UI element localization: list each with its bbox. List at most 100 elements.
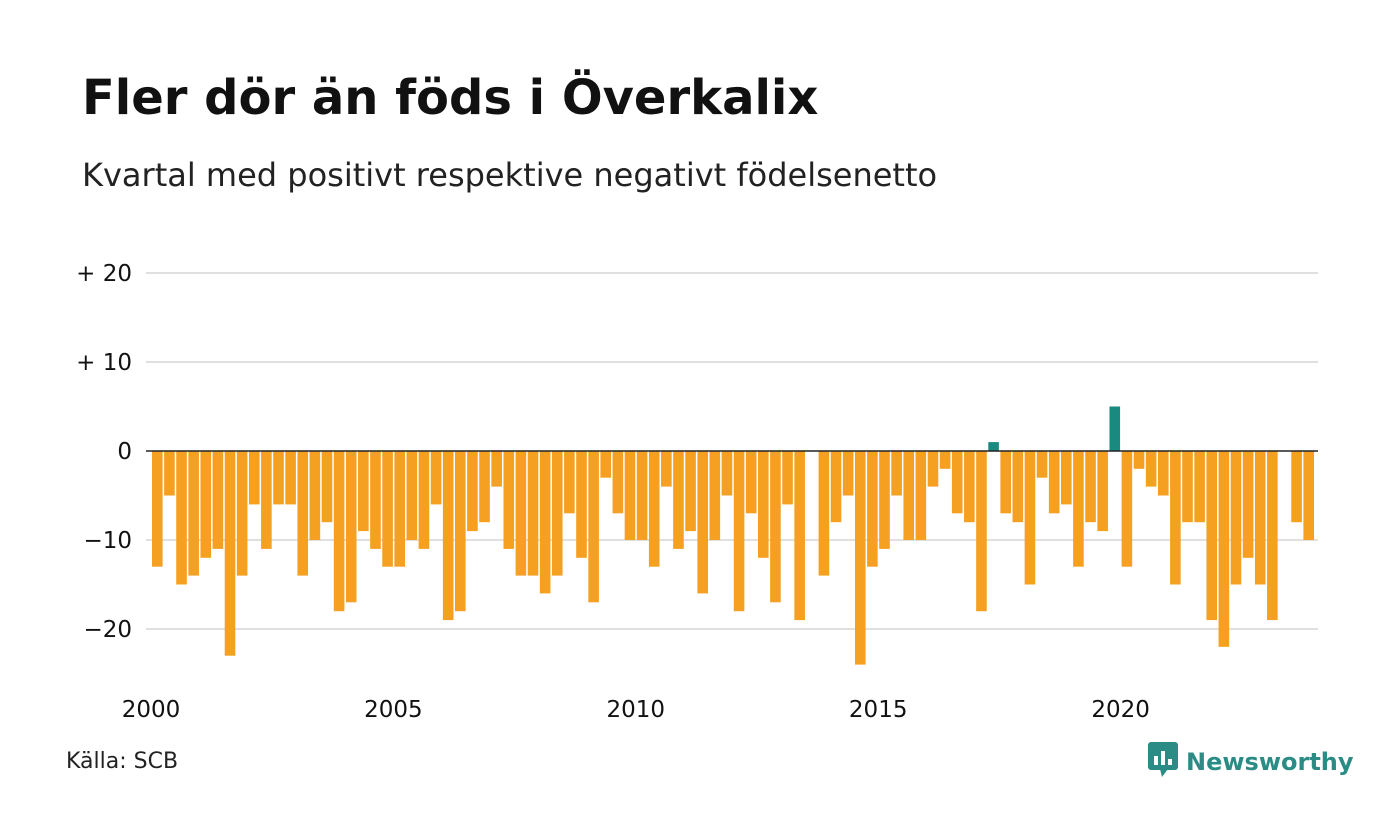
bar: 2001 K2: -11 xyxy=(212,451,224,549)
bar: 2002 K3: -6 xyxy=(273,451,284,505)
bar: 2017 K2: 1 xyxy=(988,442,999,451)
x-tick-label: 2010 xyxy=(607,697,666,723)
bar: 2020 K2: -2 xyxy=(1133,451,1145,469)
x-tick-label: 2000 xyxy=(122,697,181,723)
brand-name: Newsworthy xyxy=(1186,748,1354,776)
bar: 2004 K1: -17 xyxy=(345,451,357,603)
bar: 2020 K1: -13 xyxy=(1121,451,1133,567)
x-tick-label: 2020 xyxy=(1091,697,1150,723)
bar: 2016 K3: -7 xyxy=(951,451,963,514)
bar: 2014 K4: -13 xyxy=(867,451,878,567)
brand-logo[interactable]: Newsworthy xyxy=(1148,742,1354,782)
chart-subtitle: Kvartal med positivt respektive negativt… xyxy=(82,156,938,194)
bar: 2013 K1: -6 xyxy=(782,451,793,505)
bar: 2020 K3: -4 xyxy=(1145,451,1157,487)
bar: 2003 K4: -18 xyxy=(333,451,345,612)
bar: 2001 K4: -14 xyxy=(236,451,248,576)
bar: 2011 K2: -16 xyxy=(697,451,708,594)
bar: 2006 K3: -9 xyxy=(467,451,478,532)
bar: 2005 K1: -13 xyxy=(394,451,405,567)
bar: 2012 K4: -17 xyxy=(770,451,781,603)
bar: 2001 K3: -23 xyxy=(224,451,236,656)
bar: 2019 K1: -13 xyxy=(1073,451,1084,567)
bar: 2000 K1: -13 xyxy=(152,451,163,567)
bar: 2014 K3: -24 xyxy=(854,451,866,665)
bar: 2007 K4: -14 xyxy=(527,451,539,576)
bar: 2011 K1: -9 xyxy=(685,451,696,532)
bar: 2016 K2: -2 xyxy=(939,451,951,469)
bar: 2010 K1: -10 xyxy=(636,451,648,540)
bar: 2020 K4: -5 xyxy=(1157,451,1169,496)
bar: 2016 K1: -4 xyxy=(927,451,939,487)
bar: 2016 K4: -8 xyxy=(964,451,975,523)
bar: 2003 K3: -8 xyxy=(321,451,333,523)
bar: 2019 K3: -9 xyxy=(1097,451,1108,532)
bar: 2022 K1: -22 xyxy=(1218,451,1230,647)
bar: 2002 K4: -6 xyxy=(285,451,296,505)
bar: 2018 K4: -6 xyxy=(1061,451,1072,505)
bar: 2018 K1: -15 xyxy=(1024,451,1036,585)
bar: 2009 K1: -17 xyxy=(588,451,599,603)
bar: 2007 K2: -11 xyxy=(503,451,515,549)
bar: 2019 K4: 5 xyxy=(1109,406,1121,451)
bar: 2000 K4: -14 xyxy=(188,451,199,576)
bar: 2002 K1: -6 xyxy=(248,451,260,505)
bar: 2015 K4: -10 xyxy=(915,451,927,540)
bar: 2018 K3: -7 xyxy=(1048,451,1060,514)
bar: 2010 K2: -13 xyxy=(648,451,660,567)
newsworthy-logo-icon xyxy=(1148,742,1178,782)
bar: 2006 K2: -18 xyxy=(455,451,466,612)
y-tick-label: 0 xyxy=(117,439,132,465)
bar: 2014 K2: -5 xyxy=(842,451,854,496)
x-tick-label: 2005 xyxy=(364,697,423,723)
x-tick-label: 2015 xyxy=(849,697,908,723)
bar: 2011 K4: -5 xyxy=(721,451,733,496)
bar: 2023 K3: -8 xyxy=(1291,451,1302,523)
bar: 2006 K4: -8 xyxy=(479,451,490,523)
bar: 2012 K3: -12 xyxy=(758,451,769,558)
bar: 2003 K1: -14 xyxy=(297,451,309,576)
bar: 2010 K4: -11 xyxy=(673,451,684,549)
bar: 2008 K4: -12 xyxy=(576,451,587,558)
bar: 2023 K4: -10 xyxy=(1303,451,1314,540)
bar: 2005 K4: -6 xyxy=(430,451,442,505)
bar: 2004 K3: -11 xyxy=(370,451,381,549)
bar: 2004 K2: -9 xyxy=(358,451,369,532)
bars: 2000 K1: -132000 K2: -52000 K3: -152000 … xyxy=(152,406,1314,665)
bar: 2008 K1: -16 xyxy=(539,451,551,594)
bar: 2011 K3: -10 xyxy=(709,451,721,540)
bar: 2018 K2: -3 xyxy=(1036,451,1048,478)
bar: 2017 K4: -8 xyxy=(1012,451,1024,523)
axes: + 20 + 10 0 −10 −20 2000 2005 2010 2015 2020 xyxy=(76,261,1318,723)
source-note: Källa: SCB xyxy=(66,749,179,774)
bar: 2021 K1: -15 xyxy=(1170,451,1181,585)
bar: 2007 K1: -4 xyxy=(491,451,502,487)
bar: 2001 K1: -12 xyxy=(200,451,212,558)
bar: 2013 K2: -19 xyxy=(794,451,805,621)
bar: 2017 K1: -18 xyxy=(976,451,987,612)
bar: 2022 K4: -15 xyxy=(1254,451,1266,585)
bar: 2015 K3: -10 xyxy=(903,451,915,540)
y-tick-label: −10 xyxy=(83,528,132,554)
chart-title: Fler dör än föds i Överkalix xyxy=(82,70,819,126)
bar: 2006 K1: -19 xyxy=(442,451,454,621)
bar: 2012 K1: -18 xyxy=(733,451,745,612)
bar: 2009 K2: -3 xyxy=(600,451,612,478)
y-tick-label: −20 xyxy=(83,617,132,643)
bar: 2002 K2: -11 xyxy=(261,451,272,549)
bar: 2005 K2: -10 xyxy=(406,451,418,540)
bar: 2017 K3: -7 xyxy=(1000,451,1011,514)
y-tick-label: + 20 xyxy=(76,261,132,287)
bar: 2007 K3: -14 xyxy=(515,451,527,576)
bar: 2008 K3: -7 xyxy=(564,451,575,514)
bar: 2023 K1: -19 xyxy=(1267,451,1278,621)
bar: 2021 K4: -19 xyxy=(1206,451,1218,621)
bar: 2021 K2: -8 xyxy=(1182,451,1193,523)
bar: 2003 K2: -10 xyxy=(309,451,321,540)
bar: 2022 K3: -12 xyxy=(1242,451,1254,558)
bar: 2015 K2: -5 xyxy=(891,451,902,496)
bar: 2009 K4: -10 xyxy=(624,451,636,540)
bar: 2021 K3: -8 xyxy=(1194,451,1205,523)
bar: 2022 K2: -15 xyxy=(1230,451,1242,585)
